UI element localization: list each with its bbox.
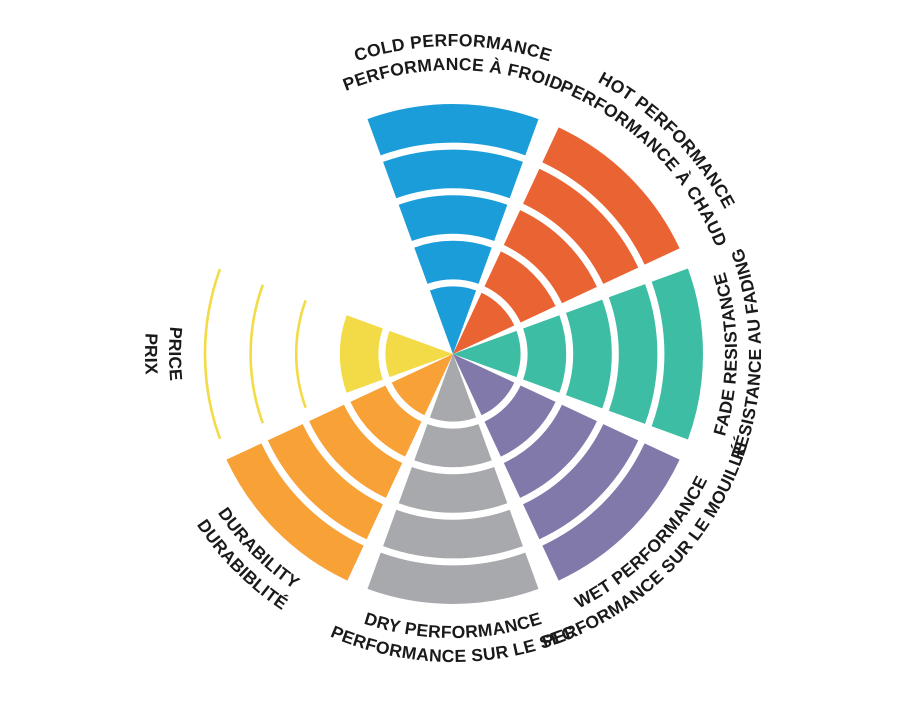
sector-dry-performance-label-line-en: DRY PERFORMANCE [362, 608, 544, 642]
sector-dry-performance-ring-3[interactable] [398, 466, 508, 513]
sector-wet-performance-ring-1[interactable] [453, 354, 515, 416]
sector-durability-ring-3[interactable] [309, 404, 403, 498]
sector-dry-performance-ring-2[interactable] [414, 424, 492, 468]
sector-durability-ring-1[interactable] [391, 354, 453, 416]
sector-hot-performance-ring-5[interactable] [542, 127, 680, 265]
sector-wedges-layer [226, 104, 704, 605]
sector-fade-resistance-ring-1[interactable] [453, 330, 521, 378]
sector-wet-performance-ring-5[interactable] [542, 443, 680, 581]
sector-price-label-line-fr: PRIX [141, 333, 162, 375]
sector-cold-performance[interactable] [367, 104, 539, 354]
sector-price-label-line-en: PRICE [165, 326, 186, 382]
sector-hot-performance-ring-3[interactable] [503, 210, 597, 304]
sector-dry-performance-ring-1[interactable] [429, 354, 477, 422]
sector-fade-resistance-ring-2[interactable] [523, 315, 567, 393]
sector-fade-resistance[interactable] [453, 268, 704, 440]
sector-wet-performance-ring-2[interactable] [484, 385, 556, 457]
sector-fade-resistance-label-line-en: FADE RESISTANCE [709, 270, 741, 438]
sector-outline-arcs-layer [203, 268, 307, 440]
sector-dry-performance[interactable] [367, 354, 539, 605]
sector-durability-ring-2[interactable] [350, 385, 422, 457]
sector-durability[interactable] [226, 354, 453, 581]
sector-price-ring-2[interactable] [339, 315, 383, 393]
sector-cold-performance-ring-3[interactable] [398, 195, 508, 242]
sector-hot-performance[interactable] [453, 127, 680, 354]
sector-durability-ring-4[interactable] [267, 424, 383, 540]
sector-wet-performance-ring-4[interactable] [523, 424, 639, 540]
sector-fade-resistance-ring-4[interactable] [608, 284, 658, 424]
sector-price[interactable] [339, 315, 453, 393]
sector-wet-performance[interactable] [453, 354, 680, 581]
sector-price-outline-ring-3 [294, 299, 307, 409]
sector-cold-performance-ring-2[interactable] [414, 240, 492, 284]
sector-durability-ring-5[interactable] [226, 443, 364, 581]
sector-hot-performance-ring-2[interactable] [484, 251, 556, 323]
sector-price-outline-ring-4 [249, 284, 265, 424]
sector-hot-performance-ring-4[interactable] [523, 168, 639, 284]
sector-fade-resistance-ring-5[interactable] [651, 268, 704, 440]
sector-cold-performance-ring-5[interactable] [367, 104, 539, 156]
sector-fade-resistance-ring-3[interactable] [565, 299, 612, 409]
sector-price-outline-ring-5 [203, 268, 222, 440]
sector-cold-performance-ring-4[interactable] [383, 149, 523, 199]
sector-hot-performance-ring-1[interactable] [453, 292, 515, 354]
sector-cold-performance-ring-1[interactable] [429, 286, 477, 354]
sector-dry-performance-ring-4[interactable] [383, 509, 523, 559]
sector-price-ring-1[interactable] [385, 330, 453, 378]
sector-dry-performance-ring-5[interactable] [367, 552, 539, 605]
sector-wet-performance-ring-3[interactable] [503, 404, 597, 498]
